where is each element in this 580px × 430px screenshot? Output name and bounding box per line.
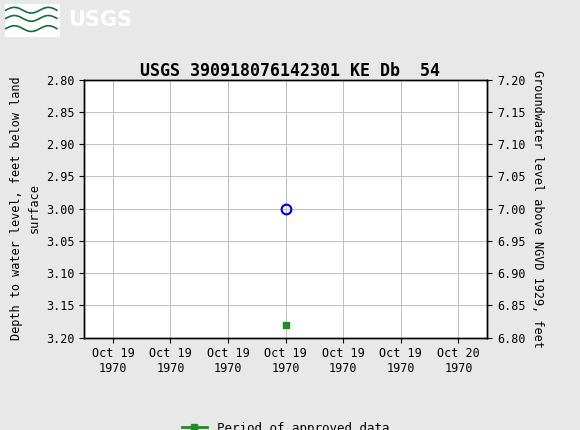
Legend: Period of approved data: Period of approved data: [177, 417, 394, 430]
Y-axis label: Depth to water level, feet below land
surface: Depth to water level, feet below land su…: [10, 77, 41, 341]
Text: USGS 390918076142301 KE Db  54: USGS 390918076142301 KE Db 54: [140, 62, 440, 80]
Bar: [5, 4, 60, 37]
Y-axis label: Groundwater level above NGVD 1929, feet: Groundwater level above NGVD 1929, feet: [531, 70, 544, 347]
Text: USGS: USGS: [68, 10, 132, 31]
